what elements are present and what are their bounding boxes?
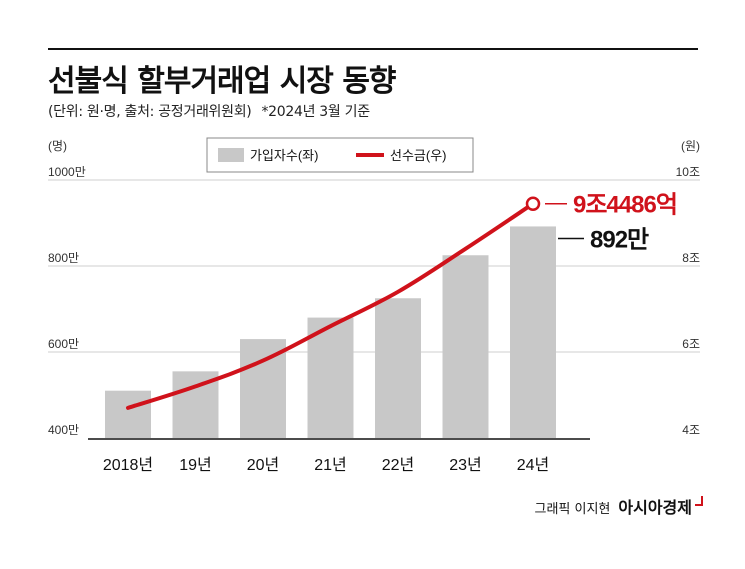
x-tick-label: 2018년 [103, 456, 153, 474]
x-tick-label: 21년 [314, 456, 347, 474]
bar [307, 317, 354, 438]
line-end-marker [525, 196, 541, 211]
x-tick-label: 22년 [382, 456, 415, 474]
annotation-bar-value: 892만 [590, 226, 649, 253]
left-tick-label: 600만 [48, 337, 79, 351]
brand-mark-icon [695, 496, 703, 506]
brand-logo-text: 아시아경제 [618, 498, 692, 517]
left-tick-label: 800만 [48, 251, 79, 265]
top-rule [48, 48, 698, 50]
credit-line: 그래픽 이지현 아시아경제 [534, 494, 703, 518]
line-series-path [126, 201, 535, 410]
right-tick-label: 4조 [682, 423, 700, 437]
left-axis-unit: (명) [48, 139, 67, 153]
legend-label-bar: 가입자수(좌) [250, 148, 318, 163]
graphic-credit: 그래픽 이지현 [534, 502, 611, 517]
chart-subtitle: (단위: 원·명, 출처: 공정거래위원회) *2024년 3월 기준 [48, 101, 370, 121]
x-tick-label: 20년 [247, 456, 280, 474]
bar [240, 339, 286, 438]
date-note: *2024년 3월 기준 [261, 104, 370, 120]
annotation-line-value: 9조4486억 [573, 192, 677, 219]
bar [105, 390, 151, 438]
chart-title: 선불식 할부거래업 시장 동향 [48, 64, 397, 99]
x-tick-label: 23년 [449, 456, 482, 474]
left-tick-label: 1000만 [48, 165, 86, 179]
x-tick-label: 19년 [179, 456, 212, 474]
right-axis-unit: (원) [681, 139, 700, 153]
unit-source-text: (단위: 원·명, 출처: 공정거래위원회) [48, 104, 252, 120]
right-tick-label: 6조 [682, 337, 700, 351]
bar [375, 298, 421, 438]
x-tick-label: 24년 [517, 456, 550, 474]
legend-swatch-bar [218, 148, 244, 162]
bar [442, 255, 489, 438]
left-tick-label: 400만 [48, 423, 79, 437]
right-tick-label: 10조 [676, 165, 700, 179]
bar [510, 226, 556, 438]
right-tick-label: 8조 [682, 251, 700, 265]
legend-box [206, 137, 474, 173]
legend-label-line: 선수금(우) [390, 148, 447, 163]
